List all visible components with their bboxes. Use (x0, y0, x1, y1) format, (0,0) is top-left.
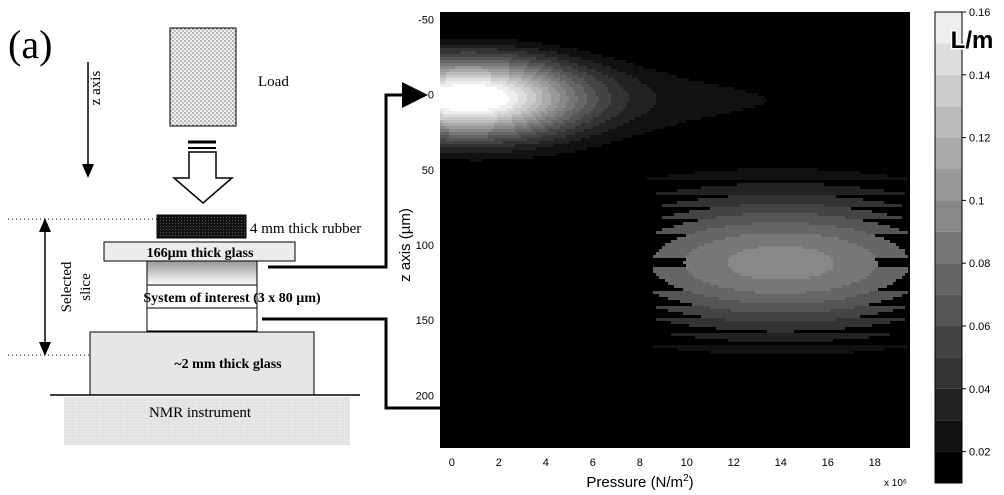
y-tick-label: 50 (422, 165, 434, 177)
colorbar-swatch (935, 12, 962, 44)
x-tick-label: 4 (543, 457, 549, 469)
colorbar: 0.02 0.04 0.06 0.08 0.1 0.12 0.14 0.16 L/m (934, 7, 995, 484)
rubber-label: 4 mm thick rubber (250, 221, 361, 237)
colorbar-tick-label: 0.02 (969, 447, 990, 459)
colorbar-swatch (935, 326, 962, 358)
system-label: System of interest (3 x 80 µm) (143, 291, 321, 306)
selected-slice-arrow (39, 218, 51, 356)
slice-label-line2: slice (78, 273, 94, 301)
slice-label-line1: Selected (59, 261, 75, 312)
colorbar-swatch (935, 231, 962, 264)
colorbar-tick-label: 0.04 (969, 384, 990, 396)
contour-fill-8 (440, 66, 833, 279)
contour-fills (440, 39, 908, 354)
x-tick-label: 2 (496, 457, 502, 469)
press-arrow (171, 140, 235, 204)
schematic-diagram: (a) z axis Load 4 mm thick rubber 166µm … (8, 22, 485, 445)
colorbar-swatch (935, 169, 962, 201)
x-multiplier-label: x 10⁶ (884, 478, 907, 489)
colorbar-frame (934, 11, 963, 484)
colorbar-swatch (935, 74, 962, 107)
load-label: Load (258, 74, 289, 90)
rubber-layer (156, 214, 247, 239)
colorbar-swatch (935, 106, 962, 138)
x-tick-label: 10 (681, 457, 693, 469)
x-tick-label: 14 (775, 457, 787, 469)
contour-level-8 (440, 66, 833, 279)
contour-level-15 (440, 84, 509, 111)
y-tick-label: 150 (416, 315, 434, 327)
x-axis-label: Pressure (N/m2) (586, 473, 693, 491)
colorbar-tick-label: 0.16 (969, 7, 990, 19)
x-tick-labels: 0 2 4 6 8 10 12 14 16 18 (449, 457, 881, 469)
colorbar-tick-label: 0.06 (969, 321, 990, 333)
nmr-label: NMR instrument (149, 405, 252, 421)
x-tick-label: 18 (869, 457, 881, 469)
panel-label: (a) (8, 22, 52, 67)
thin-glass-label: 166µm thick glass (147, 246, 254, 261)
load-block (169, 27, 237, 127)
colorbar-title: L/m (951, 27, 994, 54)
contour-level-7 (440, 63, 878, 294)
colorbar-swatch (935, 357, 962, 389)
y-tick-label: 0 (428, 90, 434, 102)
colorbar-swatch (935, 43, 962, 75)
contour-fill-7 (440, 63, 878, 294)
colorbar-tick-label: 0.08 (969, 258, 990, 270)
z-axis-caption: z axis (88, 71, 104, 106)
colorbar-swatch (935, 451, 962, 483)
colorbar-swatches (935, 12, 962, 483)
y-tick-label: 200 (416, 390, 434, 402)
y-tick-label: -50 (418, 15, 434, 27)
thick-glass-layer (89, 331, 315, 396)
thick-glass-label: ~2 mm thick glass (174, 357, 282, 372)
y-tick-labels: -50 0 50 100 150 200 (416, 15, 434, 403)
colorbar-swatch (935, 294, 962, 326)
colorbar-tick-labels: 0.02 0.04 0.06 0.08 0.1 0.12 0.14 0.16 (962, 7, 990, 459)
x-tick-label: 6 (590, 457, 596, 469)
sample-gradient (146, 260, 258, 286)
contour-plot: 0 2 4 6 8 10 12 14 16 18 -50 0 50 100 150 200 Pressure… (397, 12, 910, 491)
x-tick-label: 12 (728, 457, 740, 469)
colorbar-tick-label: 0.14 (969, 70, 990, 82)
colorbar-swatch (935, 263, 962, 295)
colorbar-tick-label: 0.12 (969, 133, 990, 145)
colorbar-tick-label: 0.1 (969, 195, 984, 207)
colorbar-swatch (935, 420, 962, 452)
connector-upper (268, 82, 428, 269)
y-tick-label: 100 (416, 240, 434, 252)
y-axis-label: z axis (µm) (397, 208, 414, 282)
z-axis-arrow (82, 62, 94, 178)
colorbar-swatch (935, 200, 962, 232)
colorbar-swatch (935, 388, 962, 421)
x-tick-label: 0 (449, 457, 455, 469)
x-tick-label: 8 (637, 457, 643, 469)
x-tick-label: 16 (822, 457, 834, 469)
colorbar-swatch (935, 137, 962, 169)
contour-fill-15 (440, 84, 509, 111)
sample-layer-lower (146, 307, 258, 332)
nmr-instrument (64, 397, 350, 445)
